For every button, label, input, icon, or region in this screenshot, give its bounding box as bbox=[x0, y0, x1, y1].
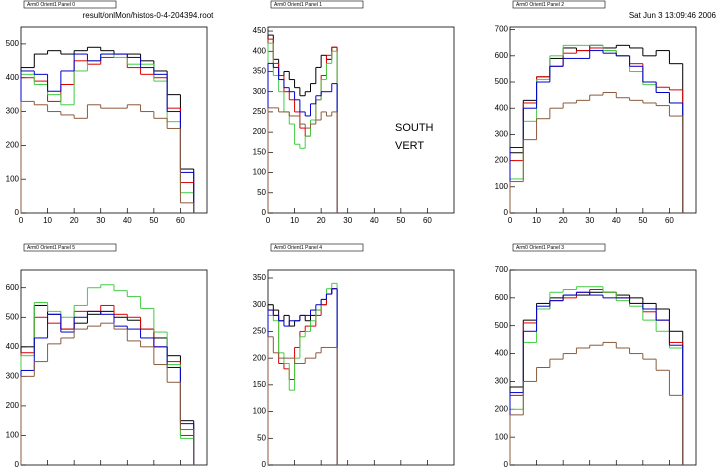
y-tick-label: 100 bbox=[495, 182, 509, 191]
y-tick-label: 600 bbox=[495, 293, 509, 302]
x-tick-label: 0 bbox=[19, 216, 24, 225]
plot-frame bbox=[267, 26, 455, 214]
title-box bbox=[512, 0, 606, 9]
chart-title: Arm0 Orient1 Panel 1 bbox=[274, 2, 322, 8]
annotation: VERT bbox=[395, 140, 424, 152]
y-tick-label: 0 bbox=[15, 208, 20, 217]
plot-frame bbox=[267, 269, 455, 466]
chart-title: Arm0 Orient1 Panel 3 bbox=[516, 245, 564, 251]
plot-frame bbox=[509, 26, 697, 214]
y-tick-label: 100 bbox=[253, 168, 267, 177]
y-tick-label: 500 bbox=[6, 39, 20, 48]
y-tick-label: 300 bbox=[253, 87, 267, 96]
y-tick-label: 600 bbox=[6, 283, 20, 292]
x-tick-label: 10 bbox=[43, 216, 52, 225]
y-tick-label: 300 bbox=[6, 107, 20, 116]
y-tick-label: 300 bbox=[495, 130, 509, 139]
x-tick-label: 30 bbox=[343, 216, 352, 225]
plot-frame bbox=[509, 269, 697, 466]
x-tick-label: 20 bbox=[70, 216, 79, 225]
y-tick-label: 200 bbox=[495, 156, 509, 165]
y-tick-label: 0 bbox=[15, 460, 20, 469]
y-tick-label: 150 bbox=[253, 147, 267, 156]
title-box bbox=[270, 0, 364, 9]
x-tick-label: 60 bbox=[176, 216, 185, 225]
y-tick-label: 400 bbox=[253, 46, 267, 55]
y-tick-label: 200 bbox=[253, 127, 267, 136]
x-tick-label: 30 bbox=[585, 216, 594, 225]
x-tick-label: 40 bbox=[123, 216, 132, 225]
x-tick-label: 20 bbox=[559, 216, 568, 225]
x-tick-label: 10 bbox=[290, 216, 299, 225]
title-box bbox=[270, 243, 364, 252]
y-tick-label: 350 bbox=[253, 273, 267, 282]
y-tick-label: 500 bbox=[6, 312, 20, 321]
annotation: SOUTH bbox=[395, 122, 434, 134]
y-tick-label: 500 bbox=[495, 321, 509, 330]
y-tick-label: 0 bbox=[504, 460, 509, 469]
y-tick-label: 200 bbox=[6, 401, 20, 410]
y-tick-label: 400 bbox=[6, 73, 20, 82]
x-tick-label: 50 bbox=[638, 216, 647, 225]
y-tick-label: 200 bbox=[253, 353, 267, 362]
y-tick-label: 50 bbox=[257, 433, 266, 442]
x-tick-label: 60 bbox=[665, 216, 674, 225]
y-tick-label: 400 bbox=[495, 349, 509, 358]
y-tick-label: 100 bbox=[253, 407, 267, 416]
file-name: result/onlMon/histos-0-4-204394.root bbox=[83, 11, 215, 20]
y-tick-label: 400 bbox=[495, 103, 509, 112]
x-tick-label: 40 bbox=[370, 216, 379, 225]
timestamp: Sat Jun 3 13:09:46 2006 bbox=[629, 11, 717, 20]
y-tick-label: 0 bbox=[504, 208, 509, 217]
y-tick-label: 450 bbox=[253, 26, 267, 35]
y-tick-label: 500 bbox=[495, 77, 509, 86]
y-tick-label: 350 bbox=[253, 67, 267, 76]
chart-title: Arm0 Orient1 Panel 4 bbox=[274, 245, 322, 251]
y-tick-label: 400 bbox=[6, 342, 20, 351]
y-tick-label: 250 bbox=[253, 327, 267, 336]
x-tick-label: 0 bbox=[508, 216, 513, 225]
x-tick-label: 40 bbox=[612, 216, 621, 225]
y-tick-label: 150 bbox=[253, 380, 267, 389]
y-tick-label: 600 bbox=[495, 51, 509, 60]
x-tick-label: 50 bbox=[396, 216, 405, 225]
y-tick-label: 300 bbox=[253, 300, 267, 309]
y-tick-label: 0 bbox=[262, 460, 267, 469]
y-tick-label: 300 bbox=[6, 371, 20, 380]
x-tick-label: 30 bbox=[96, 216, 105, 225]
y-tick-label: 200 bbox=[6, 140, 20, 149]
x-tick-label: 50 bbox=[149, 216, 158, 225]
y-tick-label: 250 bbox=[253, 107, 267, 116]
x-tick-label: 0 bbox=[266, 216, 271, 225]
x-tick-label: 10 bbox=[532, 216, 541, 225]
x-tick-label: 60 bbox=[423, 216, 432, 225]
y-tick-label: 300 bbox=[495, 377, 509, 386]
y-tick-label: 700 bbox=[495, 25, 509, 34]
title-box bbox=[512, 243, 606, 252]
y-tick-label: 50 bbox=[257, 188, 266, 197]
y-tick-label: 100 bbox=[6, 174, 20, 183]
title-box bbox=[23, 243, 117, 252]
y-tick-label: 100 bbox=[495, 432, 509, 441]
chart-title: Arm0 Orient1 Panel 0 bbox=[27, 2, 75, 8]
y-tick-label: 0 bbox=[262, 208, 267, 217]
x-tick-label: 20 bbox=[317, 216, 326, 225]
chart-title: Arm0 Orient1 Panel 5 bbox=[27, 245, 75, 251]
chart-title: Arm0 Orient1 Panel 2 bbox=[516, 2, 564, 8]
title-box bbox=[23, 0, 117, 9]
y-tick-label: 700 bbox=[495, 265, 509, 274]
y-tick-label: 100 bbox=[6, 431, 20, 440]
y-tick-label: 200 bbox=[495, 404, 509, 413]
